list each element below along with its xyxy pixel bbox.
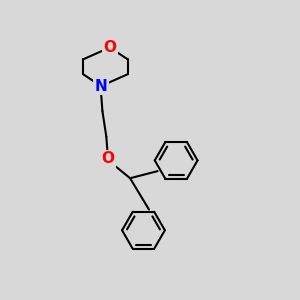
Text: O: O bbox=[101, 152, 114, 166]
Text: N: N bbox=[94, 79, 107, 94]
Text: O: O bbox=[103, 40, 116, 55]
